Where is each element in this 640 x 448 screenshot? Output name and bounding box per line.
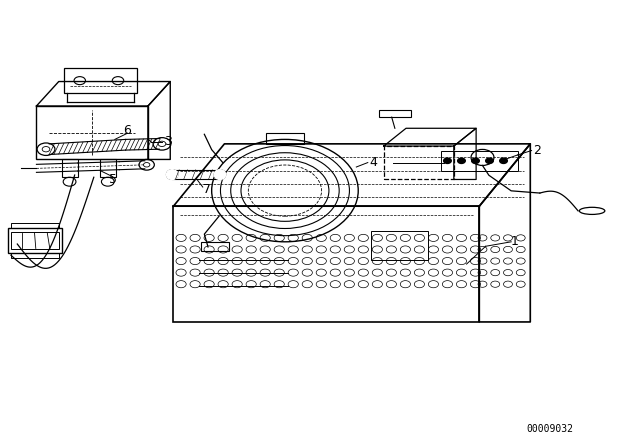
Bar xyxy=(64,68,137,93)
Ellipse shape xyxy=(214,170,226,180)
Bar xyxy=(11,233,59,250)
Text: 00009032: 00009032 xyxy=(526,424,573,434)
Text: 5: 5 xyxy=(109,173,117,186)
Text: 3: 3 xyxy=(164,135,172,148)
Bar xyxy=(36,106,148,159)
Text: 6: 6 xyxy=(124,124,131,137)
Bar xyxy=(384,146,454,180)
Bar xyxy=(379,111,411,117)
Text: 2: 2 xyxy=(534,144,541,157)
Circle shape xyxy=(444,158,451,164)
Circle shape xyxy=(486,158,493,164)
Bar xyxy=(441,151,518,171)
Bar xyxy=(8,228,62,253)
Text: 7: 7 xyxy=(203,183,211,196)
Bar xyxy=(371,231,428,260)
Circle shape xyxy=(458,158,465,164)
Bar xyxy=(11,253,59,258)
Circle shape xyxy=(472,158,479,164)
Text: 1: 1 xyxy=(511,235,519,248)
Ellipse shape xyxy=(166,170,178,180)
Bar xyxy=(201,242,229,251)
Bar xyxy=(173,206,479,322)
Bar xyxy=(11,223,59,228)
Bar xyxy=(100,159,116,177)
Circle shape xyxy=(500,158,508,164)
Bar xyxy=(266,133,304,144)
Bar xyxy=(172,170,220,180)
Text: 4: 4 xyxy=(370,156,378,169)
Bar xyxy=(62,159,78,177)
